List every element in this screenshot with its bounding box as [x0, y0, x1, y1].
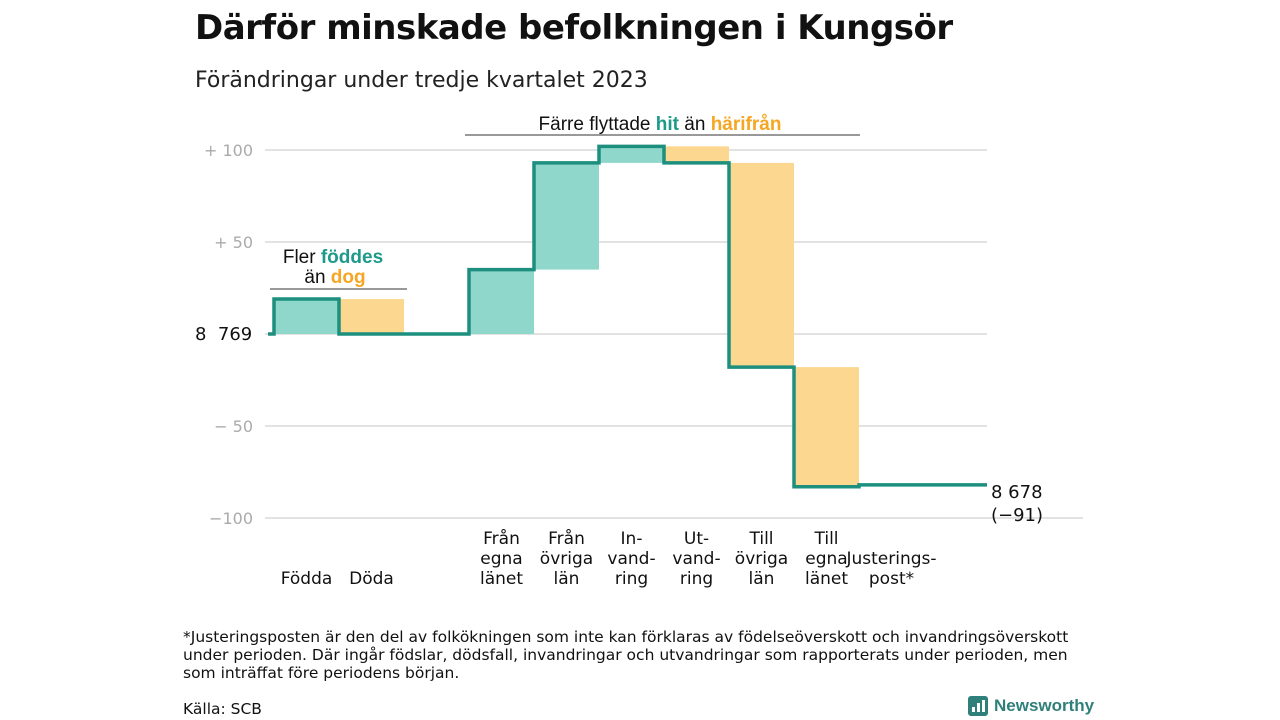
category-label: vand- — [672, 549, 720, 569]
category-label: Ut- — [684, 529, 709, 549]
newsworthy-logo: Newsworthy — [968, 696, 1094, 716]
waterfall-bar — [729, 162, 794, 368]
category-label: län — [554, 569, 580, 589]
footnote: *Justeringsposten är den del av folkökni… — [183, 628, 1069, 682]
category-label: Från — [483, 528, 520, 549]
category-label: Till — [813, 529, 838, 549]
category-label: Till — [748, 529, 773, 549]
annotation-natural-line2: än dog — [304, 267, 365, 288]
category-label: Justerings- — [845, 549, 936, 569]
category-label: övriga — [540, 549, 593, 569]
category-label: län — [749, 569, 775, 589]
chart-subtitle: Förändringar under tredje kvartalet 2023 — [195, 68, 648, 93]
chart-title: Därför minskade befolkningen i Kungsör — [195, 8, 953, 48]
waterfall-bar — [664, 146, 729, 163]
category-label: Födda — [281, 569, 333, 589]
bar-chart-icon — [968, 696, 988, 716]
end-change-label: (−91) — [991, 505, 1043, 526]
annotation-natural-line1: Fler föddes — [283, 247, 383, 268]
category-label: post* — [869, 569, 914, 589]
annotation-migration: Färre flyttade hit än härifrån — [539, 114, 782, 135]
category-label: länet — [480, 569, 523, 589]
cumulative-step-line — [268, 144, 987, 489]
brand-name: Newsworthy — [994, 696, 1095, 715]
category-label: egna — [480, 549, 522, 569]
y-tick-label: + 50 — [214, 233, 253, 252]
category-label: övriga — [735, 549, 788, 569]
category-label: In- — [621, 529, 643, 549]
category-label: ring — [680, 569, 713, 589]
waterfall-bar — [339, 299, 404, 334]
end-value-label: 8 678 — [991, 482, 1043, 503]
category-label: vand- — [607, 549, 655, 569]
category-label: ring — [615, 569, 648, 589]
y-tick-label: −100 — [209, 509, 253, 528]
category-label: Döda — [349, 569, 394, 589]
y-tick-label: + 100 — [204, 141, 253, 160]
start-value-label: 8 769 — [195, 324, 252, 345]
waterfall-bar — [274, 299, 339, 334]
waterfall-bar — [794, 367, 859, 487]
waterfall-bar — [599, 146, 664, 163]
source-label: Källa: SCB — [183, 700, 262, 718]
category-label: länet — [805, 569, 848, 589]
waterfall-bar — [469, 269, 534, 334]
category-label: Från — [548, 528, 585, 549]
waterfall-bar — [534, 162, 599, 270]
category-label: egna — [805, 549, 847, 569]
y-tick-label: − 50 — [214, 417, 253, 436]
